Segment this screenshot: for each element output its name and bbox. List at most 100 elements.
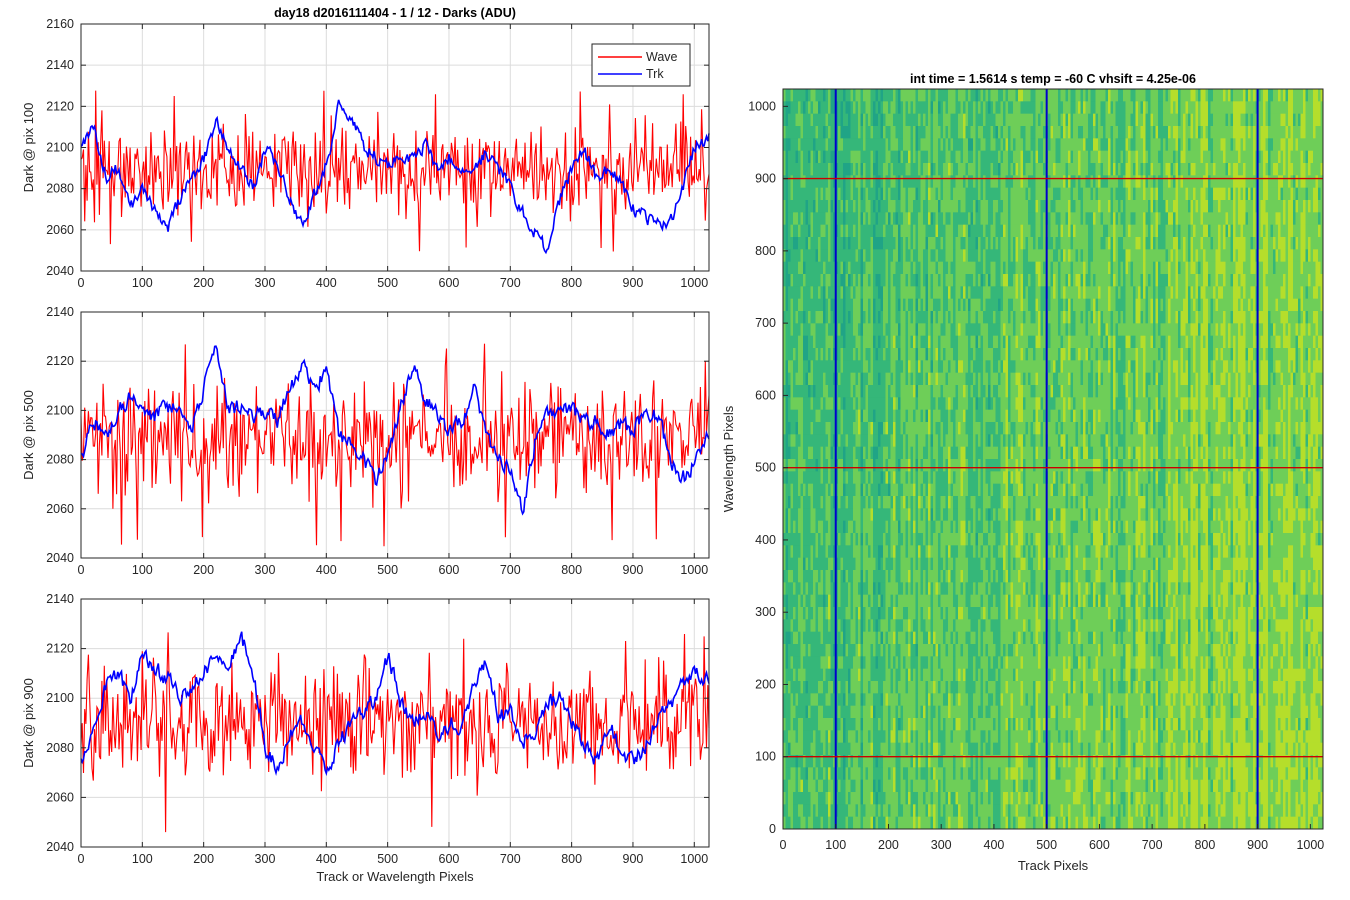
heatmap-cell	[898, 792, 901, 805]
heatmap-cell	[828, 89, 831, 102]
heatmap-cell	[920, 767, 924, 780]
heatmap-cell	[805, 249, 809, 262]
heatmap-cell	[793, 792, 796, 805]
heatmap-cell	[975, 348, 979, 361]
heatmap-cell	[968, 385, 971, 398]
heatmap-cell	[790, 126, 794, 139]
heatmap-cell	[960, 779, 964, 793]
heatmap-cell	[953, 459, 956, 472]
heatmap-cell	[820, 631, 824, 645]
heatmap-cell	[830, 311, 834, 324]
heatmap-cell	[935, 804, 939, 817]
heatmap-cell	[975, 631, 979, 645]
heatmap-cell	[888, 693, 891, 706]
heatmap-cell	[908, 779, 911, 793]
heatmap-cell	[893, 520, 896, 534]
heatmap-cell	[905, 311, 909, 324]
heatmap-cell	[913, 286, 916, 299]
heatmap-cell	[910, 718, 914, 731]
heatmap-cell	[843, 668, 846, 682]
heatmap-cell	[965, 422, 969, 435]
heatmap-cell	[975, 286, 979, 299]
heatmap-cell	[840, 742, 844, 756]
heatmap-cell	[933, 594, 936, 608]
heatmap-cell	[815, 397, 819, 410]
heatmap-cell	[860, 545, 864, 558]
heatmap-cell	[905, 742, 909, 756]
heatmap-cell	[978, 594, 981, 608]
heatmap-cell	[960, 249, 964, 262]
heatmap-cell	[975, 520, 979, 534]
heatmap-cell	[905, 520, 909, 534]
heatmap-cell	[935, 138, 939, 151]
heatmap-cell	[925, 730, 929, 743]
heatmap-cell	[940, 557, 944, 571]
heatmap-cell	[800, 804, 804, 817]
heatmap-cell	[930, 570, 934, 583]
heatmap-cell	[948, 360, 951, 373]
heatmap-cell	[808, 187, 811, 201]
heatmap-cell	[815, 422, 819, 435]
heatmap-cell	[928, 261, 931, 275]
heatmap-cell	[895, 545, 899, 558]
heatmap-cell	[953, 718, 956, 731]
heatmap-cell	[790, 360, 794, 373]
heatmap-cell	[928, 804, 931, 817]
heatmap-cell	[920, 175, 924, 188]
heatmap-cell	[908, 237, 911, 250]
heatmap-cell	[810, 718, 814, 731]
heatmap-cell	[870, 101, 874, 114]
heatmap-cell	[885, 409, 889, 423]
heatmap-cell	[793, 286, 796, 299]
heatmap-cell	[895, 594, 899, 608]
heatmap-cell	[935, 520, 939, 534]
heatmap-cell	[825, 545, 829, 558]
heatmap-cell	[980, 286, 984, 299]
heatmap-cell	[868, 397, 871, 410]
heatmap-cell	[893, 138, 896, 151]
heatmap-cell	[855, 335, 859, 349]
heatmap-cell	[808, 286, 811, 299]
heatmap-cell	[830, 397, 834, 410]
heatmap-cell	[838, 533, 841, 546]
heatmap-cell	[890, 101, 894, 114]
x-tick-label: 900	[623, 563, 644, 577]
heatmap-cell	[825, 113, 829, 127]
heatmap-cell	[835, 434, 839, 447]
heatmap-cell	[955, 323, 959, 336]
heatmap-cell	[940, 187, 944, 201]
heatmap-cell	[950, 545, 954, 558]
heatmap-cell	[828, 533, 831, 546]
heatmap-cell	[870, 594, 874, 608]
heatmap-cell	[918, 126, 921, 139]
heatmap-cell	[808, 150, 811, 164]
heatmap-cell	[858, 434, 861, 447]
heatmap-cell	[845, 545, 849, 558]
heatmap-cell	[798, 298, 801, 312]
heatmap-cell	[895, 718, 899, 731]
heatmap-cell	[823, 150, 826, 164]
heatmap-cell	[903, 126, 906, 139]
heatmap-cell	[790, 718, 794, 731]
heatmap-cell	[823, 360, 826, 373]
heatmap-cell	[898, 89, 901, 102]
heatmap-cell	[798, 804, 801, 817]
heatmap-cell	[973, 224, 976, 238]
heatmap-cell	[838, 545, 841, 558]
heatmap-cell	[813, 126, 816, 139]
heatmap-cell	[823, 409, 826, 423]
heatmap-cell	[955, 545, 959, 558]
heatmap-cell	[898, 126, 901, 139]
heatmap-cell	[900, 323, 904, 336]
heatmap-cell	[815, 792, 819, 805]
heatmap-cell	[793, 224, 796, 238]
heatmap-cell	[943, 508, 946, 521]
heatmap-cell	[965, 150, 969, 164]
heatmap-cell	[803, 693, 806, 706]
heatmap-cell	[880, 792, 884, 805]
heatmap-cell	[905, 113, 909, 127]
heatmap-cell	[800, 570, 804, 583]
heatmap-cell	[928, 496, 931, 509]
heatmap-cell	[965, 730, 969, 743]
heatmap-cell	[833, 200, 836, 213]
